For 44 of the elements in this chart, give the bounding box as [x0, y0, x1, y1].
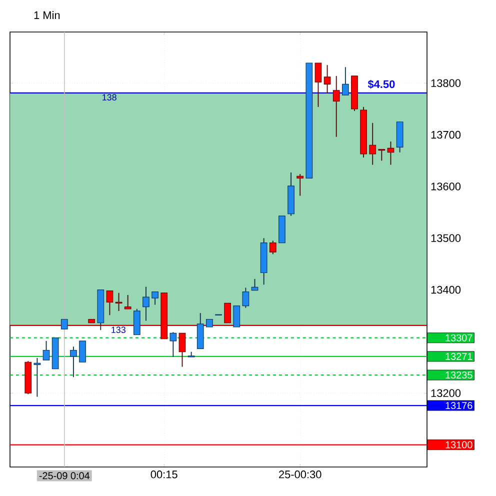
- candlestick: [233, 306, 240, 328]
- ref-line-label: 13100: [446, 441, 472, 448]
- y-tick-label: 13400: [431, 286, 461, 294]
- x-tick-label: 25-00:30: [279, 470, 322, 478]
- annotation: 133: [112, 326, 126, 333]
- candlestick: [142, 286, 150, 322]
- candlestick: [242, 287, 250, 308]
- candlestick: [106, 290, 114, 316]
- candlestick: [324, 64, 331, 94]
- candlestick: [369, 122, 376, 166]
- ref-line-label: -25-09 0:04: [39, 472, 90, 480]
- y-tick-label: 13800: [431, 79, 461, 88]
- ref-line-label: 13271: [446, 352, 472, 360]
- y-tick-label: 13500: [431, 234, 461, 242]
- candlestick: [269, 240, 276, 255]
- candlestick: [378, 148, 386, 162]
- candlestick: [34, 358, 41, 398]
- band-label: $4.50: [368, 80, 395, 89]
- candlestick: [70, 346, 77, 378]
- ref-line-label: 13307: [446, 334, 472, 342]
- candlestick: [332, 75, 340, 138]
- annotation: 138: [102, 94, 116, 101]
- candlestick: [79, 340, 86, 363]
- candlestick: [152, 291, 158, 306]
- candlestick: [314, 62, 322, 108]
- candlestick: [124, 294, 132, 310]
- candlestick: [387, 141, 394, 166]
- candlestick: [251, 278, 258, 291]
- candlestick: [170, 332, 177, 358]
- chart-title: 1 Min: [34, 11, 60, 19]
- ref-line-label: 13235: [446, 372, 472, 379]
- candlestick: [133, 308, 140, 336]
- x-tick-label: 00:15: [150, 470, 178, 478]
- candlestick: [178, 332, 186, 368]
- candlestick: [224, 302, 231, 324]
- candlestick: [42, 340, 50, 361]
- y-tick-label: 13700: [431, 130, 461, 139]
- y-tick-label: 13200: [431, 389, 461, 397]
- candlestick: [342, 66, 349, 96]
- y-tick-label: 13600: [431, 182, 461, 190]
- candlestick: [60, 318, 68, 330]
- ref-line-label: 13176: [446, 402, 472, 410]
- candlestick: [296, 174, 304, 196]
- candlestick: [115, 292, 122, 312]
